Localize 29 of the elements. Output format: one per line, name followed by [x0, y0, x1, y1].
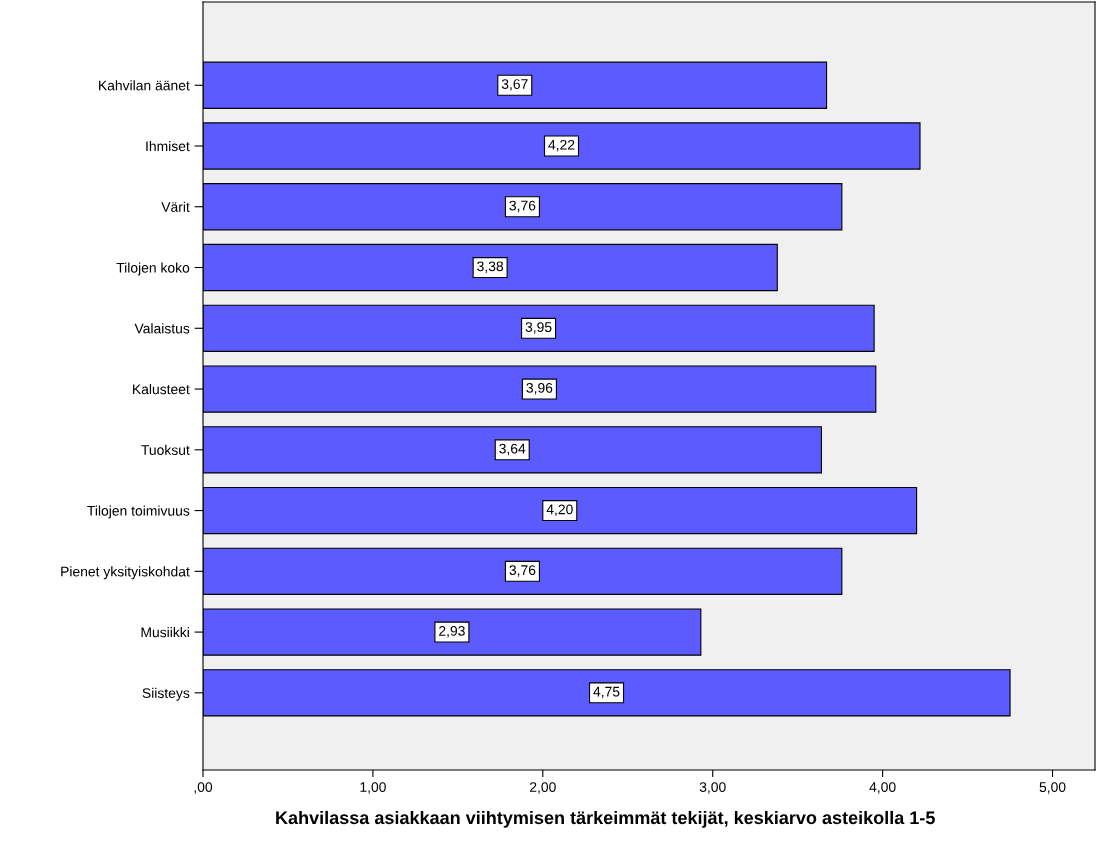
y-tick-label: Musiikki: [141, 627, 189, 638]
y-tick-label: Kalusteet: [133, 384, 190, 395]
y-tick-label: Ihmiset: [146, 140, 190, 152]
data-label: 3,38: [477, 261, 504, 273]
data-label: 4,20: [546, 504, 573, 516]
x-tick-label: 2,00: [529, 782, 556, 794]
data-label: 3,76: [509, 565, 536, 577]
x-tick-label: ,00: [194, 782, 213, 794]
y-tick-label: Värit: [161, 201, 190, 212]
data-label: 3,76: [509, 200, 536, 213]
x-tick-label: 5,00: [1039, 782, 1066, 794]
data-label: 3,96: [526, 382, 553, 395]
data-label: 3,67: [501, 79, 528, 91]
y-tick-label: Tilojen toimivuus: [87, 505, 190, 519]
y-tick-label: Tilojen koko: [116, 262, 190, 276]
x-tick-label: 4,00: [869, 782, 896, 794]
x-tick-label: 3,00: [699, 782, 726, 794]
data-label: 4,75: [593, 686, 620, 699]
y-tick-label: Valaistus: [134, 323, 190, 334]
y-tick-label: Kahvilan äänet: [99, 80, 190, 91]
x-tick-label: 1,00: [360, 782, 386, 794]
data-label: 3,95: [525, 322, 552, 334]
y-tick-label: Tuoksut: [141, 444, 190, 455]
y-tick-label: Siisteys: [142, 687, 190, 701]
y-tick-label: Pienet yksityiskohdat: [61, 566, 190, 580]
x-axis-title: Kahvilassa asiakkaan viihtymisen tärkeimmät tekijät, keskiarvo asteikolla 1-5: [276, 810, 935, 828]
data-label: 4,22: [548, 139, 575, 152]
data-label: 3,64: [499, 443, 526, 456]
data-label: 2,93: [439, 625, 465, 638]
